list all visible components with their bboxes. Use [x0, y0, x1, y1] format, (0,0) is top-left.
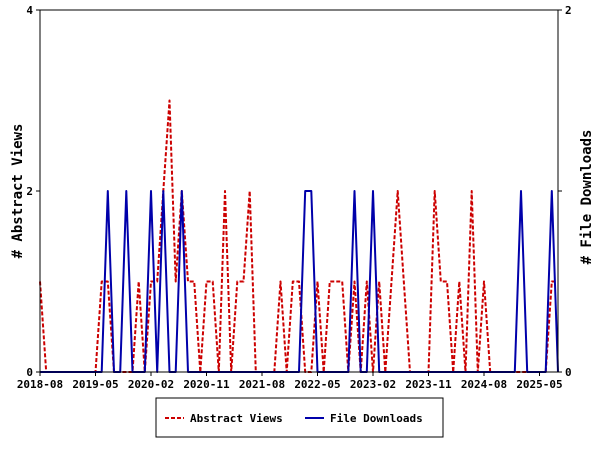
x-tick-label: 2021-08 — [239, 378, 285, 391]
legend: Abstract Views File Downloads — [155, 397, 444, 438]
legend-label-file-downloads: File Downloads — [330, 412, 423, 425]
legend-label-abstract-views: Abstract Views — [190, 412, 283, 425]
x-tick-label: 2023-02 — [350, 378, 396, 391]
x-tick-label: 2018-08 — [17, 378, 63, 391]
y-right-tick-label: 2 — [565, 4, 572, 17]
x-tick-label: 2019-05 — [72, 378, 118, 391]
x-tick-label: 2024-08 — [461, 378, 507, 391]
x-tick-label: 2025-05 — [516, 378, 562, 391]
plot-area-frame — [39, 9, 559, 373]
x-tick-label: 2020-02 — [128, 378, 174, 391]
axis-ticks: 0 2 4 0 2 2018-08 2019-05 2020-02 2020-11 2021-08… — [17, 4, 572, 391]
y-axis-right-title: # File Downloads — [579, 130, 595, 265]
y-left-tick-label: 4 — [26, 4, 33, 17]
y-left-tick-label: 0 — [26, 366, 33, 379]
x-tick-label: 2020-11 — [183, 378, 230, 391]
y-axis-left-title: # Abstract Views — [10, 124, 26, 259]
x-tick-label: 2023-11 — [405, 378, 452, 391]
plot-series — [39, 99, 559, 373]
x-tick-label: 2022-05 — [294, 378, 340, 391]
y-right-tick-label: 0 — [565, 366, 572, 379]
series-line-abstract-views — [39, 99, 558, 373]
y-left-tick-label: 2 — [26, 185, 33, 198]
legend-box — [155, 397, 444, 438]
